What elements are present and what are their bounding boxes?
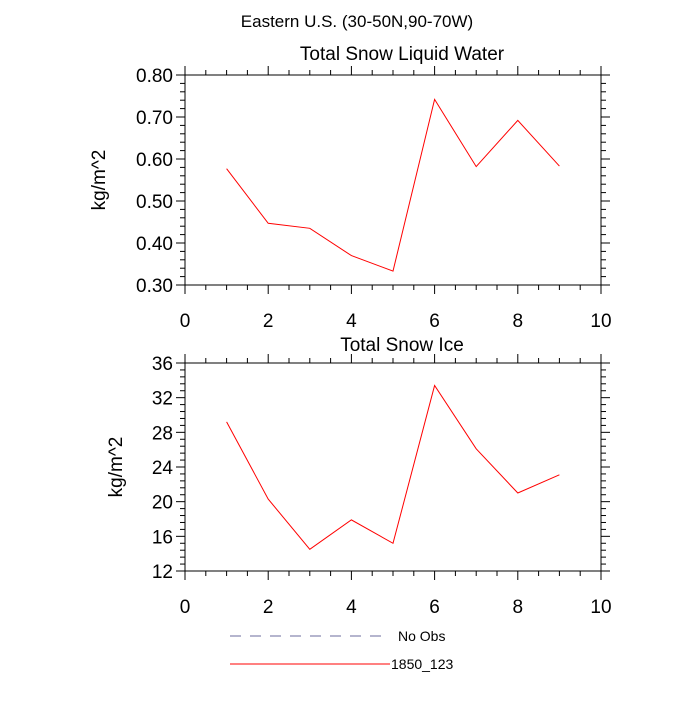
plot-frame (184, 362, 602, 572)
data-point (226, 421, 227, 422)
data-point (351, 255, 352, 256)
x-tick-label: 6 (429, 597, 440, 618)
data-point (351, 519, 352, 520)
y-tick-label: 0.30 (136, 276, 173, 297)
data-point (476, 166, 477, 167)
data-point (226, 168, 227, 169)
y-tick-label: 24 (152, 458, 174, 479)
y-tick-label: 0.80 (136, 66, 173, 87)
chart-panel-1: Total Snow Liquid Water 0 2 4 6 8 10 0.30 0.40 0.… (89, 44, 612, 332)
y-axis-label: kg/m^2 (106, 437, 127, 498)
panel-title: Total Snow Ice (340, 335, 464, 356)
panel-title: Total Snow Liquid Water (300, 44, 505, 65)
data-point (517, 120, 518, 121)
x-tick-label: 0 (180, 311, 191, 332)
data-point (309, 228, 310, 229)
legend-label-2: 1850_123 (391, 656, 454, 672)
figure-title: Eastern U.S. (30-50N,90-70W) (241, 12, 473, 31)
legend: No Obs 1850_123 (230, 628, 454, 672)
plot-frame (184, 74, 602, 286)
x-tick-label: 10 (590, 311, 611, 332)
data-point (392, 543, 393, 544)
y-tick-label: 0.50 (136, 192, 173, 213)
x-tick-label: 4 (346, 311, 357, 332)
x-tick-label: 4 (346, 597, 357, 618)
x-tick-label: 0 (180, 597, 191, 618)
y-tick-label: 0.40 (136, 234, 173, 255)
y-tick-label: 20 (152, 493, 173, 514)
data-point (434, 99, 435, 100)
legend-label-1: No Obs (398, 628, 445, 644)
x-tick-label: 10 (590, 597, 611, 618)
series-line (226, 384, 560, 550)
x-tick-label: 8 (513, 311, 524, 332)
y-tick-label: 0.60 (136, 150, 173, 171)
data-point (517, 492, 518, 493)
y-tick-label: 0.70 (136, 108, 173, 129)
y-tick-label: 36 (152, 354, 173, 375)
data-point (268, 223, 269, 224)
x-tick-label: 2 (263, 597, 274, 618)
data-point (392, 271, 393, 272)
y-tick-label: 32 (152, 389, 173, 410)
series-line (226, 98, 560, 272)
data-point (476, 448, 477, 449)
y-tick-label: 16 (152, 527, 173, 548)
data-point (559, 166, 560, 167)
x-tick-label: 8 (513, 597, 524, 618)
y-tick-label: 12 (152, 562, 173, 583)
x-tick-label: 6 (429, 311, 440, 332)
data-point (434, 385, 435, 386)
y-tick-label: 28 (152, 423, 173, 444)
data-point (309, 549, 310, 550)
data-point (268, 498, 269, 499)
data-point (559, 474, 560, 475)
x-tick-label: 2 (263, 311, 274, 332)
y-axis-label: kg/m^2 (89, 150, 110, 211)
